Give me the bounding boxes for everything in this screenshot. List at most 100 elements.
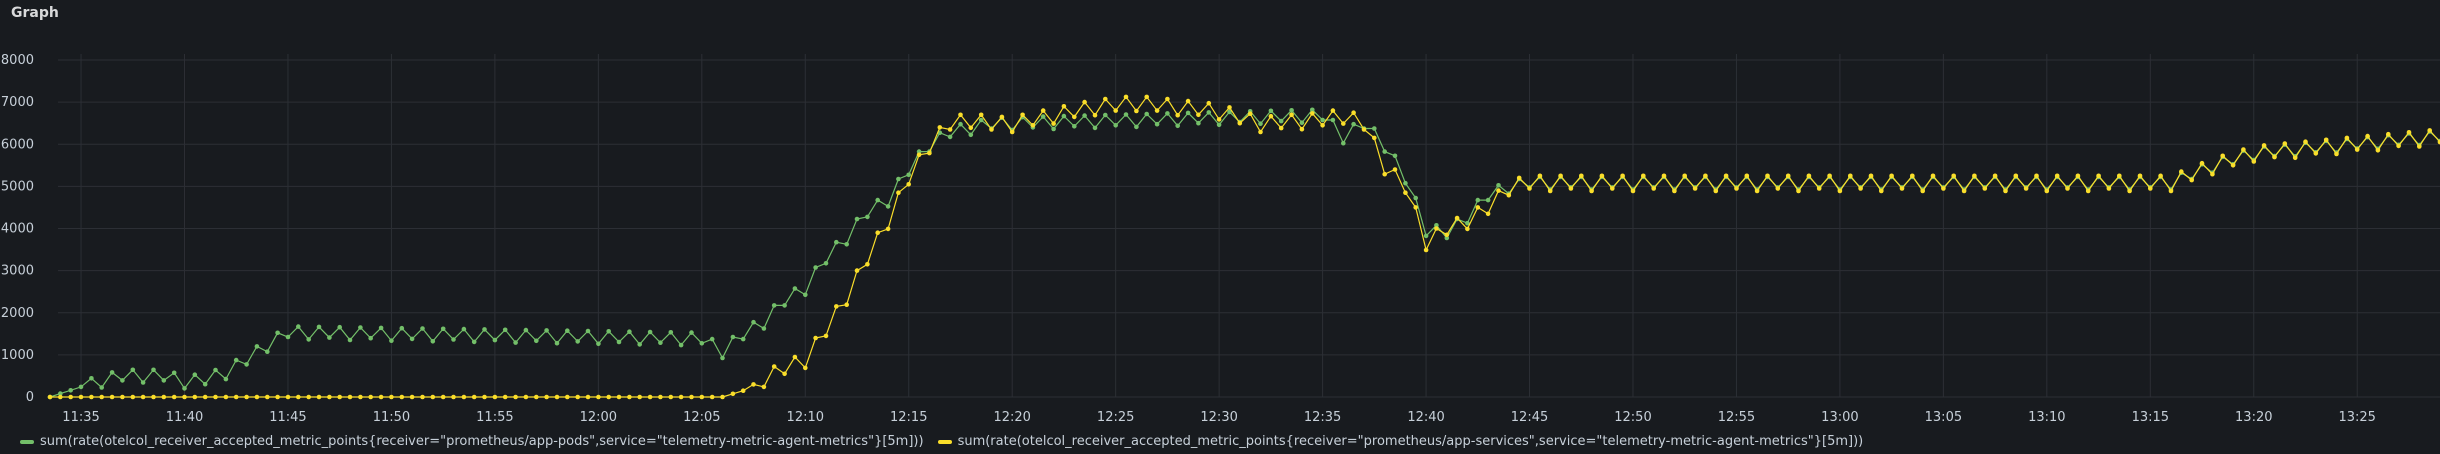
x-tick-label: 13:20 <box>2235 410 2272 425</box>
series-2-point <box>2365 133 2370 139</box>
series-2-point <box>233 394 239 400</box>
series-1-point <box>513 340 518 345</box>
series-1-point <box>502 327 508 333</box>
series-1-point <box>1051 126 1056 132</box>
series-1-point <box>792 286 798 291</box>
series-2-point <box>689 394 694 400</box>
series-2-point <box>865 262 870 267</box>
series-2-point <box>1610 186 1615 191</box>
series-2-point <box>1868 173 1874 179</box>
series-2-point <box>523 394 529 400</box>
series-2-point <box>2003 188 2008 194</box>
series-2-point <box>451 394 456 400</box>
series-1-point <box>440 326 446 332</box>
y-tick-label: 3000 <box>1 264 34 279</box>
series-1-point <box>151 367 156 373</box>
series-2-point <box>1434 226 1439 231</box>
series-2-point <box>1123 94 1129 100</box>
series-2-point <box>1920 188 1925 194</box>
series-1-point <box>803 292 808 298</box>
series-1-point <box>709 336 715 342</box>
series-1-point <box>1330 117 1336 123</box>
series-2-point <box>740 388 746 394</box>
x-tick-label: 13:15 <box>2132 410 2169 425</box>
series-2-point <box>2158 173 2163 179</box>
series-2-point <box>1237 120 1243 126</box>
series-2-point <box>761 384 767 390</box>
series-2-point <box>2437 139 2440 145</box>
series-1-point <box>1496 183 1501 188</box>
series-2-point <box>1310 111 1315 116</box>
series-2-point <box>68 394 73 400</box>
series-2-point <box>192 394 198 400</box>
series-1-point <box>1351 121 1356 127</box>
series-2-point <box>1268 113 1274 119</box>
x-tick-label: 11:55 <box>476 410 513 425</box>
series-1-point <box>1040 114 1046 119</box>
series-1-point <box>182 386 187 391</box>
series-1-point <box>730 334 736 340</box>
series-1-point <box>1278 118 1284 124</box>
legend-item-app-pods[interactable]: sum(rate(otelcol_receiver_accepted_metri… <box>20 434 924 449</box>
series-2-point <box>2168 188 2174 194</box>
series-1-point <box>78 384 84 390</box>
series-1-point <box>534 338 539 344</box>
series-2-point <box>792 354 798 360</box>
series-2-point <box>2427 128 2432 133</box>
series-2-point <box>254 394 260 400</box>
series-1-point <box>409 336 415 342</box>
series-2-point <box>1444 232 1450 238</box>
series-2-point <box>285 394 291 400</box>
series-2-point <box>2023 186 2029 191</box>
series-2-point <box>978 112 984 118</box>
series-2-point <box>2106 186 2112 191</box>
series-1-point <box>875 197 880 203</box>
series-2-point <box>896 190 901 195</box>
series-2-point <box>1361 127 1367 132</box>
series-1-point <box>523 327 529 333</box>
series-2-point <box>1134 108 1139 114</box>
series-1-point <box>109 370 115 375</box>
series-2-point <box>1910 173 1915 179</box>
series-2-point <box>1879 188 1884 194</box>
series-1-point <box>1092 125 1098 131</box>
series-1-point <box>906 172 911 178</box>
series-2-point <box>2344 135 2350 141</box>
series-2-point <box>1527 186 1532 191</box>
series-1-point <box>596 341 601 347</box>
series-2-point <box>854 268 860 273</box>
series-2-point <box>658 394 663 400</box>
series-2-point <box>2303 139 2308 144</box>
series-2-point <box>834 304 839 309</box>
series-2-point <box>823 333 829 339</box>
series-2-point <box>47 394 53 400</box>
series-1-point <box>1165 111 1170 116</box>
series-2-point <box>1941 186 1946 191</box>
series-2-point <box>2085 188 2091 194</box>
series-1-point <box>1113 123 1118 128</box>
series-1-point <box>1134 124 1139 130</box>
series-2-point <box>1454 215 1460 221</box>
legend-swatch-yellow <box>937 439 952 444</box>
series-1-point <box>720 355 725 361</box>
series-1-point <box>1475 197 1481 203</box>
legend-item-app-services[interactable]: sum(rate(otelcol_receiver_accepted_metri… <box>937 434 1863 449</box>
series-2-point <box>627 394 632 400</box>
series-2-point <box>1516 175 1522 181</box>
series-1-point <box>1227 109 1232 115</box>
series-2-point <box>151 394 156 400</box>
series-1-point <box>1372 126 1377 131</box>
series-1-point <box>316 324 322 330</box>
series-1-point <box>368 335 374 341</box>
x-tick-label: 12:35 <box>1304 410 1341 425</box>
series-2-point <box>958 112 963 118</box>
panel-title: Graph <box>11 5 59 21</box>
series-1-point <box>1082 113 1087 118</box>
series-1-point <box>668 330 674 335</box>
x-tick-label: 12:10 <box>787 410 824 425</box>
series-2-point <box>213 394 218 400</box>
series-1-point <box>471 339 477 345</box>
series-2-point <box>1465 226 1470 232</box>
series-1-point <box>254 344 260 349</box>
series-2-point <box>534 394 539 400</box>
